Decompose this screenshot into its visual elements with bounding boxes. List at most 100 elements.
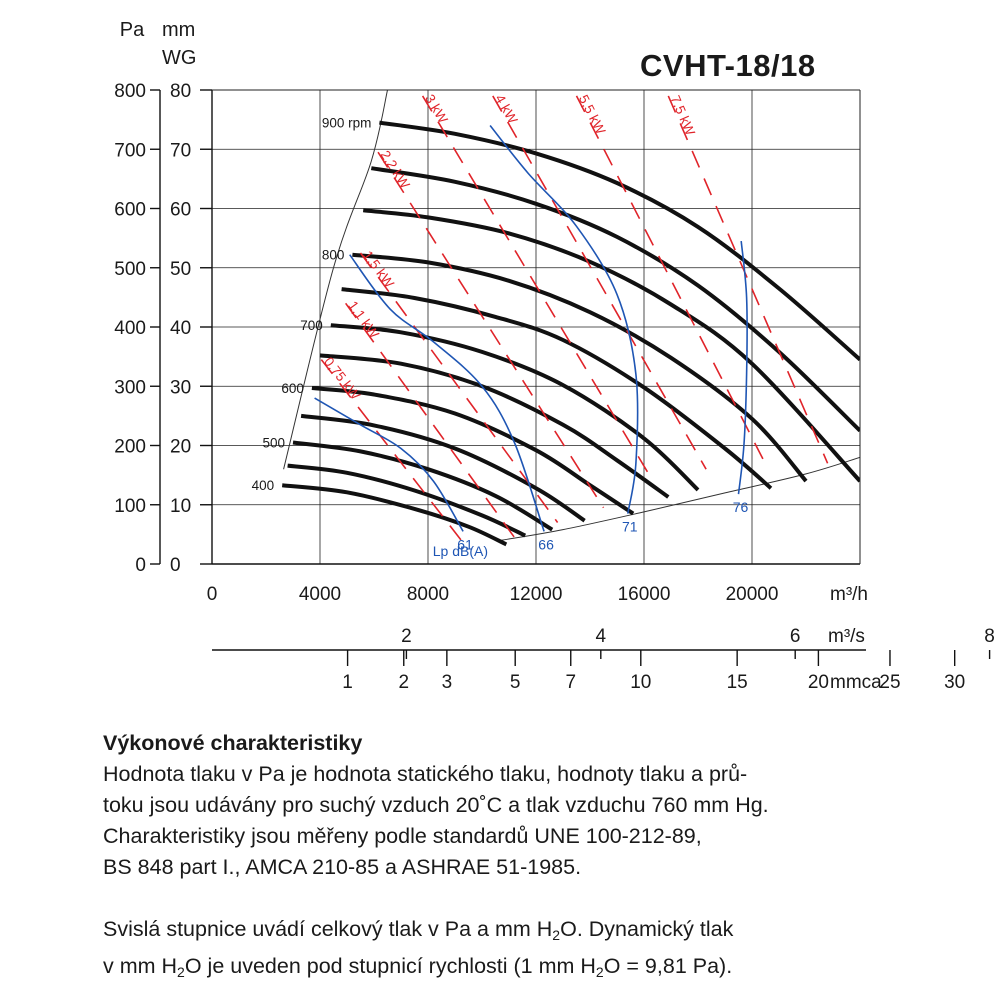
x-tick-label-m3s: 8 (984, 626, 995, 647)
speed-curve-label: 900 rpm (322, 116, 372, 131)
x-tick-label-m3h: 16000 (618, 584, 671, 605)
noise-line (489, 125, 639, 514)
subscript: 2 (595, 964, 604, 980)
speed-curve-label: 500 (262, 436, 285, 451)
y-tick-label-pa: 200 (114, 437, 146, 458)
speed-curve-label: 700 (300, 318, 323, 333)
description-line: Svislá stupnice uvádí celkový tlak v Pa … (103, 914, 973, 951)
description-line: v mm H2O je uveden pod stupnicí rychlost… (103, 951, 973, 988)
power-line (667, 95, 829, 464)
x-tick-label-mmca: 25 (879, 672, 900, 693)
x-tick-label-m3s: 2 (401, 626, 412, 647)
speed-curve (370, 166, 860, 433)
y-tick-label-mmwg: 70 (170, 140, 191, 161)
x-tick-label-m3h: 0 (207, 584, 218, 605)
chart-model-title: CVHT-18/18 (640, 48, 816, 83)
x-tick-label-m3h: 12000 (510, 584, 563, 605)
y-tick-label-mmwg: 30 (170, 377, 191, 398)
power-line (359, 252, 559, 523)
text-fragment: v mm H (103, 954, 178, 978)
x-tick-label-m3h: 4000 (299, 584, 341, 605)
subscript: 2 (177, 964, 185, 980)
speed-curve (341, 287, 773, 490)
speed-curve (281, 483, 508, 547)
x-tick-label-mmca: 7 (565, 672, 576, 693)
x-axis-unit-m3s: m³/s (828, 626, 865, 647)
description-heading: Výkonové charakteristiky (103, 731, 363, 755)
noise-line-label: 66 (538, 536, 554, 552)
text-fragment: O = 9,81 Pa). (603, 954, 733, 978)
description-line: BS 848 part I., AMCA 210-85 a ASHRAE 51-… (103, 855, 582, 879)
speed-curve-label: 800 (322, 248, 345, 263)
text-fragment: Svislá stupnice uvádí celkový tlak v Pa … (103, 917, 553, 941)
description-block: Výkonové charakteristiky Hodnota tlaku v… (103, 728, 973, 988)
speed-curve (292, 440, 554, 532)
speed-curve (287, 463, 527, 538)
operating-envelope-bottom (500, 456, 860, 541)
fan-performance-chart: 0100200300400500600700800Pa0102030405060… (114, 19, 995, 693)
noise-line-label: 76 (733, 499, 749, 515)
noise-unit-label: Lp dB(A) (433, 543, 488, 559)
noise-line-label: 71 (622, 519, 638, 535)
text-fragment: O je uveden pod stupnicí rychlosti (1 mm… (184, 954, 596, 978)
speed-curve (379, 120, 860, 362)
speed-curve (362, 208, 860, 483)
power-line-label: 0,75 kW (321, 354, 363, 403)
y-tick-label-mmwg: 40 (170, 318, 191, 339)
power-line-label: 3 kW (422, 92, 451, 126)
y-tick-label-pa: 500 (114, 259, 146, 280)
power-line (377, 151, 605, 509)
description-line: Charakteristiky jsou měřeny podle standa… (103, 824, 702, 848)
description-line: Hodnota tlaku v Pa je hodnota statického… (103, 762, 748, 786)
x-tick-label-m3h: 8000 (407, 584, 449, 605)
power-line-label: 7,5 kW (668, 93, 699, 138)
y-tick-label-mmwg: 50 (170, 259, 191, 280)
y-tick-label-mmwg: 10 (170, 496, 191, 517)
noise-line (314, 397, 464, 532)
power-line-label: 1,1 kW (345, 298, 382, 341)
y-tick-label-pa: 100 (114, 496, 146, 517)
x-tick-label-m3s: 6 (790, 626, 801, 647)
text-fragment: O. Dynamický tlak (560, 917, 734, 941)
x-axis-unit-m3h: m³/h (830, 584, 868, 605)
power-line (345, 302, 516, 538)
y-tick-label-pa: 700 (114, 140, 146, 161)
noise-line (737, 241, 748, 495)
x-tick-label-mmca: 1 (342, 672, 353, 693)
x-tick-label-m3h: 20000 (726, 584, 779, 605)
x-tick-label-mmca: 30 (944, 672, 965, 693)
x-tick-label-mmca: 20 (808, 672, 829, 693)
y-tick-label-mmwg: 60 (170, 200, 191, 221)
x-axis-unit-mmca: mmca (830, 672, 882, 693)
power-line (492, 95, 707, 470)
y-axis-unit-pa: Pa (120, 19, 145, 41)
y-tick-label-mmwg: 20 (170, 437, 191, 458)
y-tick-label-pa: 600 (114, 200, 146, 221)
y-tick-label-pa: 300 (114, 377, 146, 398)
noise-line (349, 254, 545, 532)
power-line-label: 5,5 kW (576, 92, 609, 136)
y-tick-label-pa: 0 (135, 555, 146, 576)
x-tick-label-mmca: 15 (727, 672, 748, 693)
subscript: 2 (552, 927, 561, 943)
y-axis-unit-mm: mm (162, 19, 195, 41)
x-tick-label-mmca: 10 (630, 672, 651, 693)
x-tick-label-mmca: 3 (442, 672, 453, 693)
speed-curve (352, 252, 808, 483)
y-tick-label-pa: 800 (114, 81, 146, 102)
noise-line-label: 61 (457, 536, 473, 552)
x-tick-label-mmca: 2 (398, 672, 409, 693)
y-tick-label-mmwg: 0 (170, 555, 181, 576)
x-tick-label-mmca: 5 (510, 672, 521, 693)
description-line: toku jsou udávány pro suchý vzduch 20˚C … (103, 793, 769, 817)
operating-envelope-left (283, 89, 388, 470)
x-tick-label-m3s: 4 (596, 626, 607, 647)
power-line (421, 95, 651, 476)
power-line (575, 95, 769, 470)
speed-curve-label: 400 (252, 478, 275, 493)
y-tick-label-mmwg: 80 (170, 81, 191, 102)
y-tick-label-pa: 400 (114, 318, 146, 339)
y-axis-unit-wg: WG (162, 47, 196, 69)
speed-curve (300, 413, 586, 523)
speed-curve-label: 600 (281, 381, 304, 396)
